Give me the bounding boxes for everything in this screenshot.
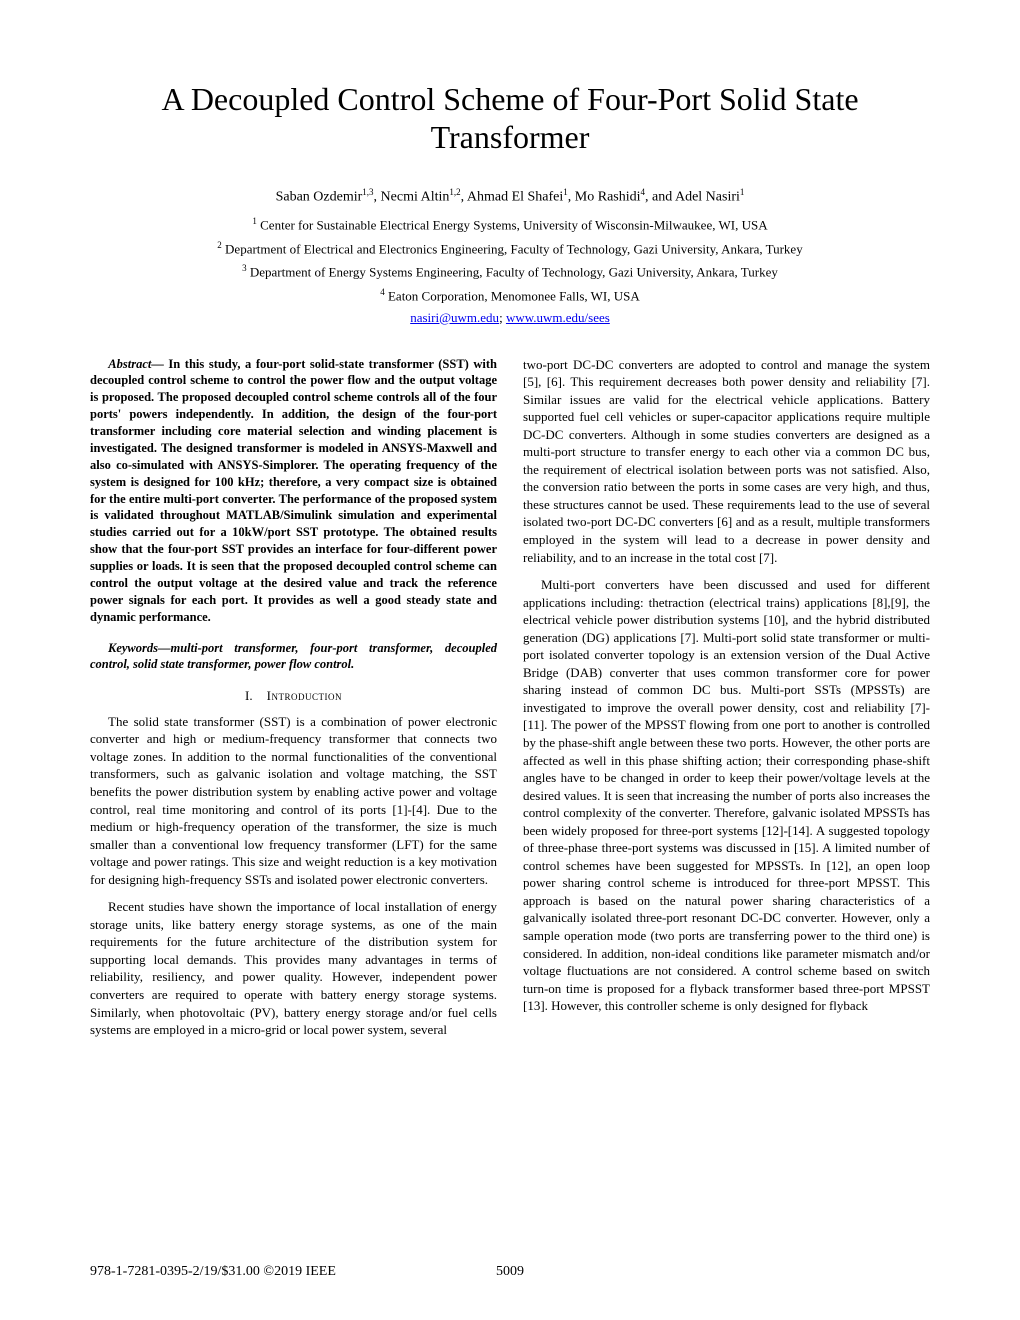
- intro-paragraph-2: Recent studies have shown the importance…: [90, 898, 497, 1038]
- paper-title: A Decoupled Control Scheme of Four-Port …: [90, 80, 930, 157]
- contact-links: nasiri@uwm.edu; www.uwm.edu/sees: [90, 310, 930, 326]
- link-separator: ;: [499, 310, 506, 325]
- affiliation-4: 4 Eaton Corporation, Menomonee Falls, WI…: [90, 286, 930, 306]
- intro-paragraph-1: The solid state transformer (SST) is a c…: [90, 713, 497, 888]
- abstract-label: Abstract—: [108, 357, 164, 371]
- keywords-block: Keywords—multi-port transformer, four-po…: [90, 640, 497, 674]
- left-column: Abstract— In this study, a four-port sol…: [90, 356, 497, 1049]
- email-link[interactable]: nasiri@uwm.edu: [410, 310, 499, 325]
- footer-copyright: 978-1-7281-0395-2/19/$31.00 ©2019 IEEE: [90, 1264, 336, 1280]
- page-footer: 978-1-7281-0395-2/19/$31.00 ©2019 IEEE 5…: [90, 1264, 930, 1280]
- section-1-heading: I. Introduction: [90, 687, 497, 705]
- col2-paragraph-2: Multi-port converters have been discusse…: [523, 576, 930, 1015]
- author-list: Saban Ozdemir1,3, Necmi Altin1,2, Ahmad …: [90, 187, 930, 206]
- abstract-text: In this study, a four-port solid-state t…: [90, 357, 497, 624]
- section-1-number: I.: [245, 688, 253, 703]
- affiliations-block: 1 Center for Sustainable Electrical Ener…: [90, 215, 930, 305]
- page-number: 5009: [496, 1264, 524, 1280]
- affiliation-3: 3 Department of Energy Systems Engineeri…: [90, 262, 930, 282]
- section-1-label: Introduction: [267, 688, 342, 703]
- abstract-block: Abstract— In this study, a four-port sol…: [90, 356, 497, 626]
- website-link[interactable]: www.uwm.edu/sees: [506, 310, 610, 325]
- affiliation-1: 1 Center for Sustainable Electrical Ener…: [90, 215, 930, 235]
- right-column: two-port DC-DC converters are adopted to…: [523, 356, 930, 1049]
- two-column-body: Abstract— In this study, a four-port sol…: [90, 356, 930, 1049]
- col2-paragraph-1: two-port DC-DC converters are adopted to…: [523, 356, 930, 567]
- affiliation-2: 2 Department of Electrical and Electroni…: [90, 239, 930, 259]
